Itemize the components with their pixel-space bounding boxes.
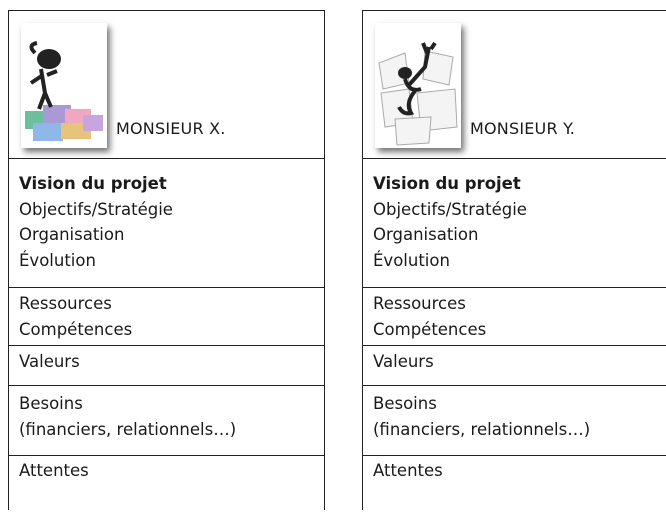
section-line: Objectifs/Stratégie	[19, 199, 173, 219]
section-line: Attentes	[19, 461, 89, 480]
section: Besoins (financiers, relationnels…)	[9, 386, 324, 456]
section-line: Valeurs	[19, 352, 80, 371]
card-header: MONSIEUR Y.	[363, 11, 666, 159]
section-line: (financiers, relationnels…)	[19, 419, 237, 439]
card: MONSIEUR Y. Vision du projet Objectifs/St…	[362, 10, 666, 510]
person-name: MONSIEUR X.	[116, 119, 226, 138]
section-title: Vision du projet	[373, 174, 521, 193]
illustration	[21, 23, 107, 148]
section: Ressources Compétences	[363, 288, 666, 346]
section-title: Vision du projet	[19, 174, 167, 193]
section: Valeurs	[9, 346, 324, 386]
page: {"cards": [ {"name": "MONSIEUR X.", "sec…	[8, 10, 666, 510]
section-line: Besoins	[373, 394, 437, 413]
section-line: Ressources	[373, 294, 466, 313]
section-line: Besoins	[19, 394, 83, 413]
section-line: Compétences	[19, 319, 133, 339]
section-line: Évolution	[19, 250, 96, 270]
illustration	[375, 23, 461, 148]
section: Attentes	[363, 456, 666, 516]
section-line: Valeurs	[373, 352, 434, 371]
section-line: Objectifs/Stratégie	[373, 199, 527, 219]
section-line: Organisation	[373, 225, 479, 244]
section-line: Compétences	[373, 319, 487, 339]
puzzle-figure	[25, 41, 103, 141]
section-line: (financiers, relationnels…)	[373, 419, 591, 439]
section: Vision du projet Objectifs/Stratégie Organ…	[9, 159, 324, 288]
section: Attentes	[9, 456, 324, 516]
paper-figure	[378, 41, 458, 146]
section: Vision du projet Objectifs/Stratégie Organ…	[363, 159, 666, 288]
section-line: Attentes	[373, 461, 443, 480]
section-line: Organisation	[19, 225, 125, 244]
person-name: MONSIEUR Y.	[470, 119, 576, 138]
section: Besoins (financiers, relationnels…)	[363, 386, 666, 456]
section-line: Évolution	[373, 250, 450, 270]
section: Valeurs	[363, 346, 666, 386]
card-header: MONSIEUR X.	[9, 11, 324, 159]
section-line: Ressources	[19, 294, 112, 313]
card: MONSIEUR X. Vision du projet Objectifs/St…	[8, 10, 325, 510]
section: Ressources Compétences	[9, 288, 324, 346]
